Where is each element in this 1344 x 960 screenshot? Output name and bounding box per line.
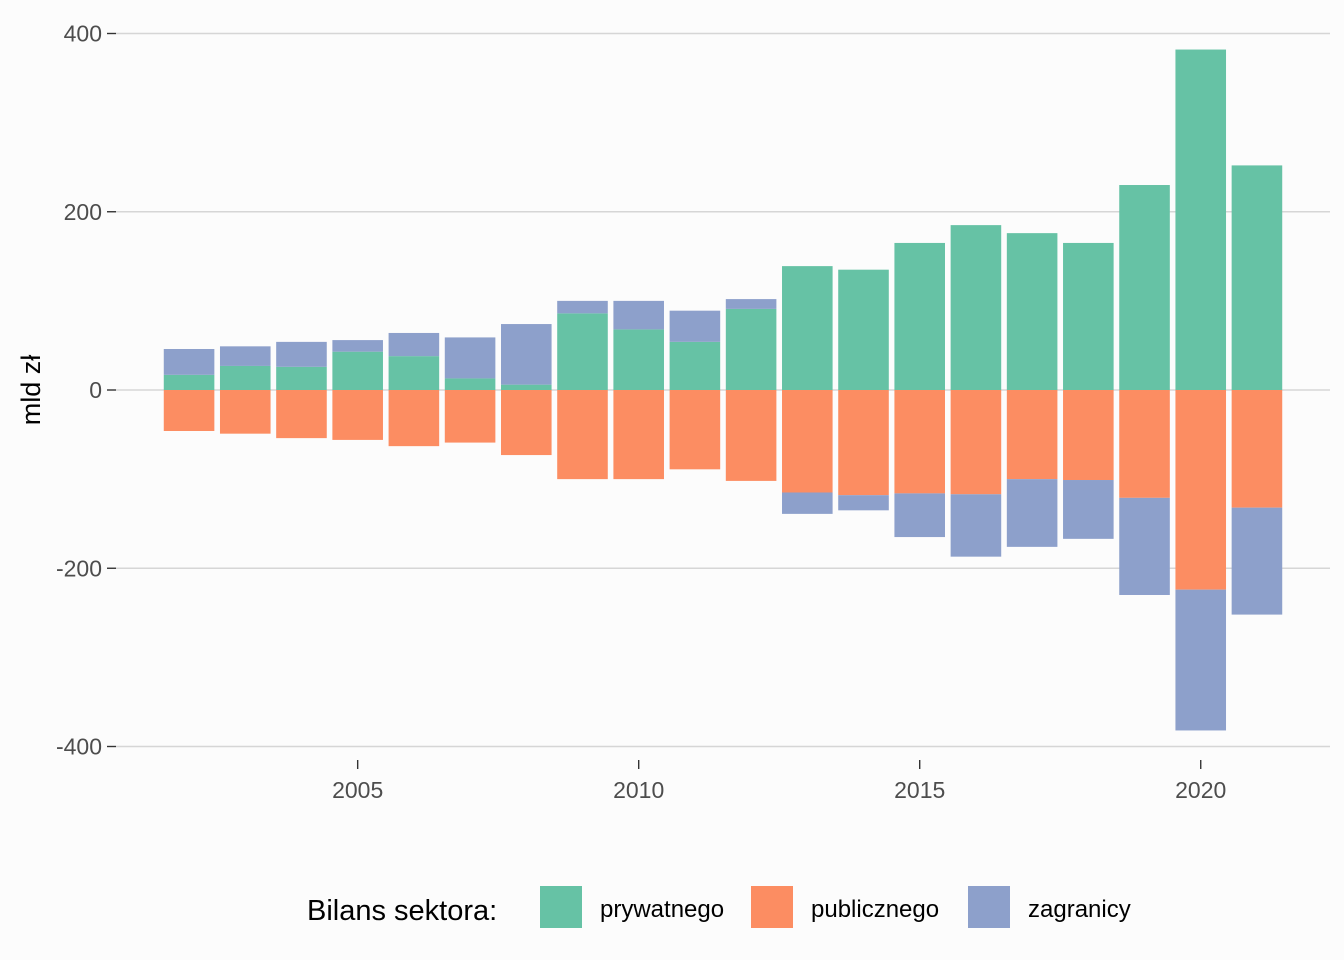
bar-zagranicy-2018 — [1063, 480, 1114, 539]
y-tick-label: 0 — [89, 377, 102, 403]
legend-label-publicznego: publicznego — [811, 896, 939, 923]
legend-key-publicznego — [751, 886, 793, 928]
bar-zagranicy-2014 — [838, 495, 889, 511]
x-tick-label: 2010 — [613, 777, 664, 803]
y-tick-label: 200 — [64, 199, 102, 225]
bar-prywatnego-2005 — [332, 351, 383, 390]
bar-prywatnego-2010 — [613, 329, 664, 390]
bar-prywatnego-2019 — [1119, 185, 1170, 390]
bar-publicznego-2005 — [332, 390, 383, 440]
bar-zagranicy-2020 — [1175, 589, 1227, 731]
bar-zagranicy-2012 — [725, 299, 777, 309]
legend: Bilans sektora: prywatnego publicznego zag… — [307, 886, 1131, 928]
bar-prywatnego-2021 — [1231, 165, 1283, 390]
bar-zagranicy-2008 — [500, 324, 552, 385]
bar-zagranicy-2016 — [950, 494, 1002, 557]
bar-publicznego-2009 — [557, 390, 608, 480]
x-tick-label: 2020 — [1175, 777, 1226, 803]
bar-publicznego-2017 — [1006, 390, 1058, 480]
y-tick-label: 400 — [64, 21, 102, 47]
bar-prywatnego-2018 — [1063, 242, 1114, 390]
bar-publicznego-2011 — [669, 390, 721, 470]
bar-publicznego-2019 — [1119, 390, 1170, 498]
bar-prywatnego-2013 — [782, 266, 833, 390]
bar-zagranicy-2006 — [388, 332, 440, 357]
bar-publicznego-2004 — [276, 390, 327, 439]
bar-prywatnego-2002 — [163, 374, 215, 390]
bar-publicznego-2016 — [950, 390, 1002, 495]
bar-prywatnego-2014 — [838, 269, 889, 390]
legend-label-zagranicy: zagranicy — [1028, 896, 1131, 923]
bar-prywatnego-2016 — [950, 225, 1002, 390]
bar-publicznego-2013 — [782, 390, 833, 493]
bar-prywatnego-2015 — [894, 242, 946, 390]
bar-prywatnego-2012 — [725, 308, 777, 390]
bar-publicznego-2012 — [725, 390, 777, 481]
y-tick-label: -200 — [56, 555, 102, 581]
bar-prywatnego-2020 — [1175, 49, 1227, 390]
bar-prywatnego-2004 — [276, 366, 327, 390]
bar-zagranicy-2005 — [332, 340, 383, 352]
y-axis-title: mld zł — [16, 355, 46, 426]
bar-zagranicy-2019 — [1119, 497, 1170, 595]
bar-zagranicy-2002 — [163, 349, 215, 375]
bar-zagranicy-2003 — [219, 346, 271, 366]
bar-prywatnego-2008 — [500, 384, 552, 390]
bar-zagranicy-2017 — [1006, 479, 1058, 547]
y-axis: 400 200 0 -200 -400 — [56, 21, 116, 760]
legend-key-zagranicy — [968, 886, 1010, 928]
bar-publicznego-2006 — [388, 390, 440, 447]
bar-prywatnego-2011 — [669, 341, 721, 390]
bar-publicznego-2008 — [500, 390, 552, 456]
bar-prywatnego-2007 — [444, 378, 496, 390]
bars — [163, 49, 1283, 731]
bar-prywatnego-2006 — [388, 356, 440, 390]
bar-publicznego-2021 — [1231, 390, 1283, 508]
bar-publicznego-2010 — [613, 390, 664, 480]
legend-label-prywatnego: prywatnego — [600, 896, 724, 923]
bar-publicznego-2014 — [838, 390, 889, 496]
bar-prywatnego-2017 — [1006, 233, 1058, 390]
bar-prywatnego-2009 — [557, 313, 608, 390]
bar-zagranicy-2021 — [1231, 507, 1283, 615]
bar-zagranicy-2013 — [782, 492, 833, 514]
bar-publicznego-2003 — [219, 390, 271, 434]
x-tick-label: 2005 — [332, 777, 383, 803]
x-tick-label: 2015 — [894, 777, 945, 803]
bar-publicznego-2020 — [1175, 390, 1227, 590]
bar-zagranicy-2011 — [669, 310, 721, 342]
bar-publicznego-2002 — [163, 390, 215, 431]
bar-zagranicy-2009 — [557, 300, 608, 314]
x-axis: 2005 2010 2015 2020 — [332, 760, 1226, 803]
bar-zagranicy-2007 — [444, 337, 496, 379]
bar-zagranicy-2015 — [894, 493, 946, 538]
bar-publicznego-2007 — [444, 390, 496, 443]
bar-zagranicy-2004 — [276, 341, 327, 367]
bar-prywatnego-2003 — [219, 365, 271, 390]
bar-zagranicy-2010 — [613, 300, 664, 330]
legend-title: Bilans sektora: — [307, 895, 497, 927]
bar-publicznego-2015 — [894, 390, 946, 494]
bar-publicznego-2018 — [1063, 390, 1114, 481]
y-tick-label: -400 — [56, 734, 102, 760]
legend-key-prywatnego — [540, 886, 582, 928]
